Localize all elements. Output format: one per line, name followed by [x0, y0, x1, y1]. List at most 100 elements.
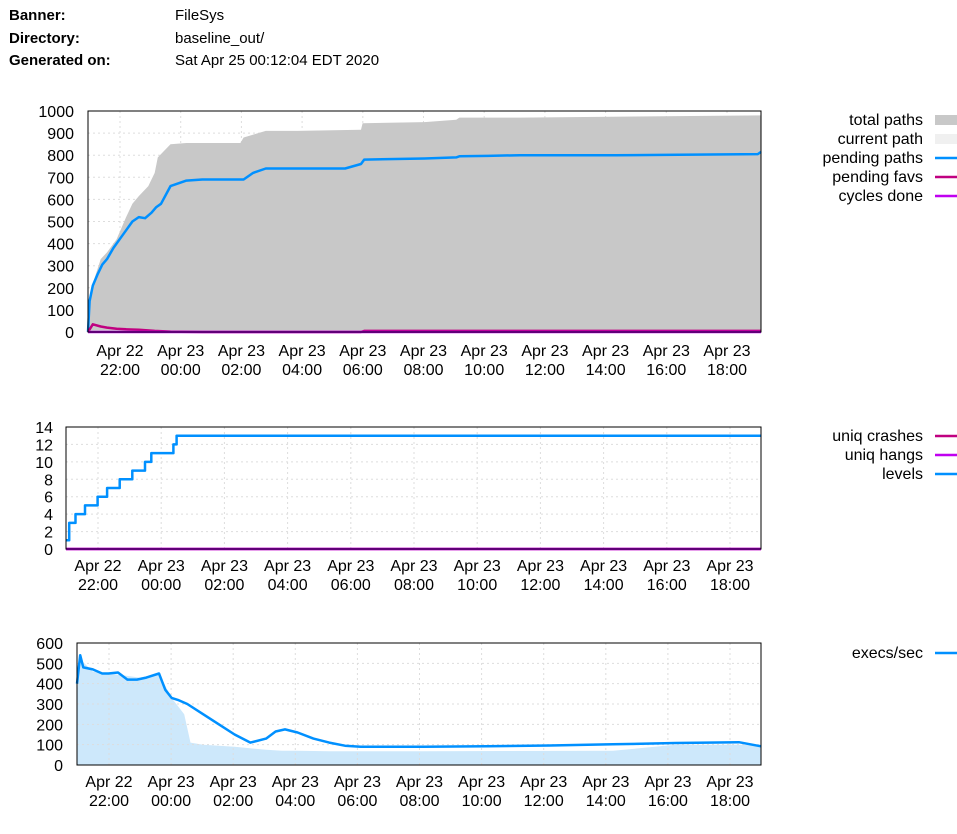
legend-swatch: [935, 472, 957, 476]
legend-label: uniq hangs: [845, 447, 923, 464]
plot-frame: [65, 426, 762, 550]
y-tick-label: 2: [44, 525, 53, 542]
x-tick-time: 08:00: [394, 577, 434, 594]
y-tick-label: 12: [35, 437, 53, 454]
x-tick-time: 06:00: [343, 362, 383, 379]
generated-label: Generated on:: [9, 52, 111, 69]
x-tick-time: 02:00: [204, 577, 244, 594]
x-tick-time: 00:00: [161, 362, 201, 379]
x-tick-date: Apr 23: [339, 343, 386, 360]
x-tick-time: 06:00: [337, 793, 377, 810]
legend-swatch: [935, 156, 957, 160]
y-tick-label: 0: [54, 758, 63, 775]
x-tick-date: Apr 22: [96, 343, 143, 360]
y-tick-label: 400: [47, 237, 74, 254]
y-tick-label: 0: [44, 542, 53, 559]
x-tick-date: Apr 23: [521, 343, 568, 360]
y-tick-label: 600: [36, 636, 63, 653]
x-tick-date: Apr 23: [458, 774, 505, 791]
x-tick-time: 08:00: [403, 362, 443, 379]
series-area-total-paths: [88, 115, 761, 333]
x-tick-time: 04:00: [275, 793, 315, 810]
x-tick-time: 02:00: [221, 362, 261, 379]
y-tick-label: 600: [47, 192, 74, 209]
directory-row: Directory: baseline_out/: [9, 28, 379, 51]
chart-panel-3: [75, 642, 957, 766]
x-tick-time: 16:00: [648, 793, 688, 810]
x-tick-time: 00:00: [151, 793, 191, 810]
chart-panel-1: [86, 110, 957, 334]
generated-row: Generated on: Sat Apr 25 00:12:04 EDT 20…: [9, 50, 379, 73]
x-tick-time: 08:00: [399, 793, 439, 810]
y-tick-label: 4: [44, 507, 53, 524]
directory-label: Directory:: [9, 29, 80, 47]
x-tick-date: Apr 23: [706, 774, 753, 791]
y-tick-label: 200: [36, 717, 63, 734]
x-tick-date: Apr 23: [138, 558, 185, 575]
legend-label: total paths: [849, 112, 923, 129]
y-tick-label: 14: [35, 420, 53, 437]
y-tick-label: 500: [47, 215, 74, 232]
x-tick-time: 22:00: [78, 577, 118, 594]
x-tick-date: Apr 23: [454, 558, 501, 575]
legend-swatch: [935, 651, 957, 655]
x-tick-date: Apr 23: [327, 558, 374, 575]
x-tick-date: Apr 23: [201, 558, 248, 575]
series-line-execs-sec: [75, 653, 762, 748]
y-tick-label: 800: [47, 148, 74, 165]
x-tick-time: 12:00: [524, 793, 564, 810]
x-tick-date: Apr 23: [210, 774, 257, 791]
x-tick-time: 02:00: [213, 793, 253, 810]
legend-swatch: [935, 434, 957, 438]
banner-row: Banner: FileSys: [9, 5, 379, 28]
legend-swatch: [935, 115, 957, 125]
series-line-levels: [66, 434, 761, 542]
x-tick-time: 06:00: [331, 577, 371, 594]
x-tick-date: Apr 23: [461, 343, 508, 360]
x-tick-time: 22:00: [100, 362, 140, 379]
x-tick-time: 10:00: [457, 577, 497, 594]
x-tick-date: Apr 23: [580, 558, 627, 575]
header: Banner: FileSys Directory: baseline_out/…: [9, 5, 379, 73]
x-tick-date: Apr 23: [218, 343, 265, 360]
x-tick-date: Apr 23: [703, 343, 750, 360]
legend-label: pending favs: [832, 169, 923, 186]
y-tick-label: 8: [44, 472, 53, 489]
y-tick-label: 300: [36, 697, 63, 714]
x-tick-date: Apr 23: [582, 774, 629, 791]
x-tick-date: Apr 23: [279, 343, 326, 360]
y-tick-label: 900: [47, 126, 74, 143]
x-tick-time: 14:00: [586, 793, 626, 810]
x-tick-time: 16:00: [646, 362, 686, 379]
y-tick-label: 700: [47, 170, 74, 187]
x-tick-time: 14:00: [584, 577, 624, 594]
x-tick-time: 12:00: [525, 362, 565, 379]
x-tick-time: 18:00: [710, 793, 750, 810]
x-tick-date: Apr 23: [334, 774, 381, 791]
x-tick-date: Apr 23: [400, 343, 447, 360]
legend-label: uniq crashes: [832, 428, 923, 445]
x-tick-time: 12:00: [520, 577, 560, 594]
legend-label: pending paths: [822, 150, 923, 167]
y-tick-label: 6: [44, 490, 53, 507]
x-tick-time: 04:00: [268, 577, 308, 594]
x-tick-time: 18:00: [707, 362, 747, 379]
x-tick-date: Apr 23: [264, 558, 311, 575]
x-tick-date: Apr 23: [517, 558, 564, 575]
legend-swatch: [935, 453, 957, 457]
x-tick-date: Apr 23: [272, 774, 319, 791]
x-tick-date: Apr 23: [644, 774, 691, 791]
plot-frame: [87, 110, 762, 333]
x-tick-date: Apr 23: [643, 343, 690, 360]
y-tick-label: 200: [47, 281, 74, 298]
x-tick-time: 16:00: [647, 577, 687, 594]
y-tick-label: 100: [36, 738, 63, 755]
x-tick-time: 10:00: [464, 362, 504, 379]
y-tick-label: 0: [65, 325, 74, 342]
x-tick-date: Apr 22: [74, 558, 121, 575]
legend-label: cycles done: [839, 188, 924, 205]
legend-label: current path: [838, 131, 923, 148]
x-tick-date: Apr 23: [396, 774, 443, 791]
x-tick-time: 14:00: [586, 362, 626, 379]
